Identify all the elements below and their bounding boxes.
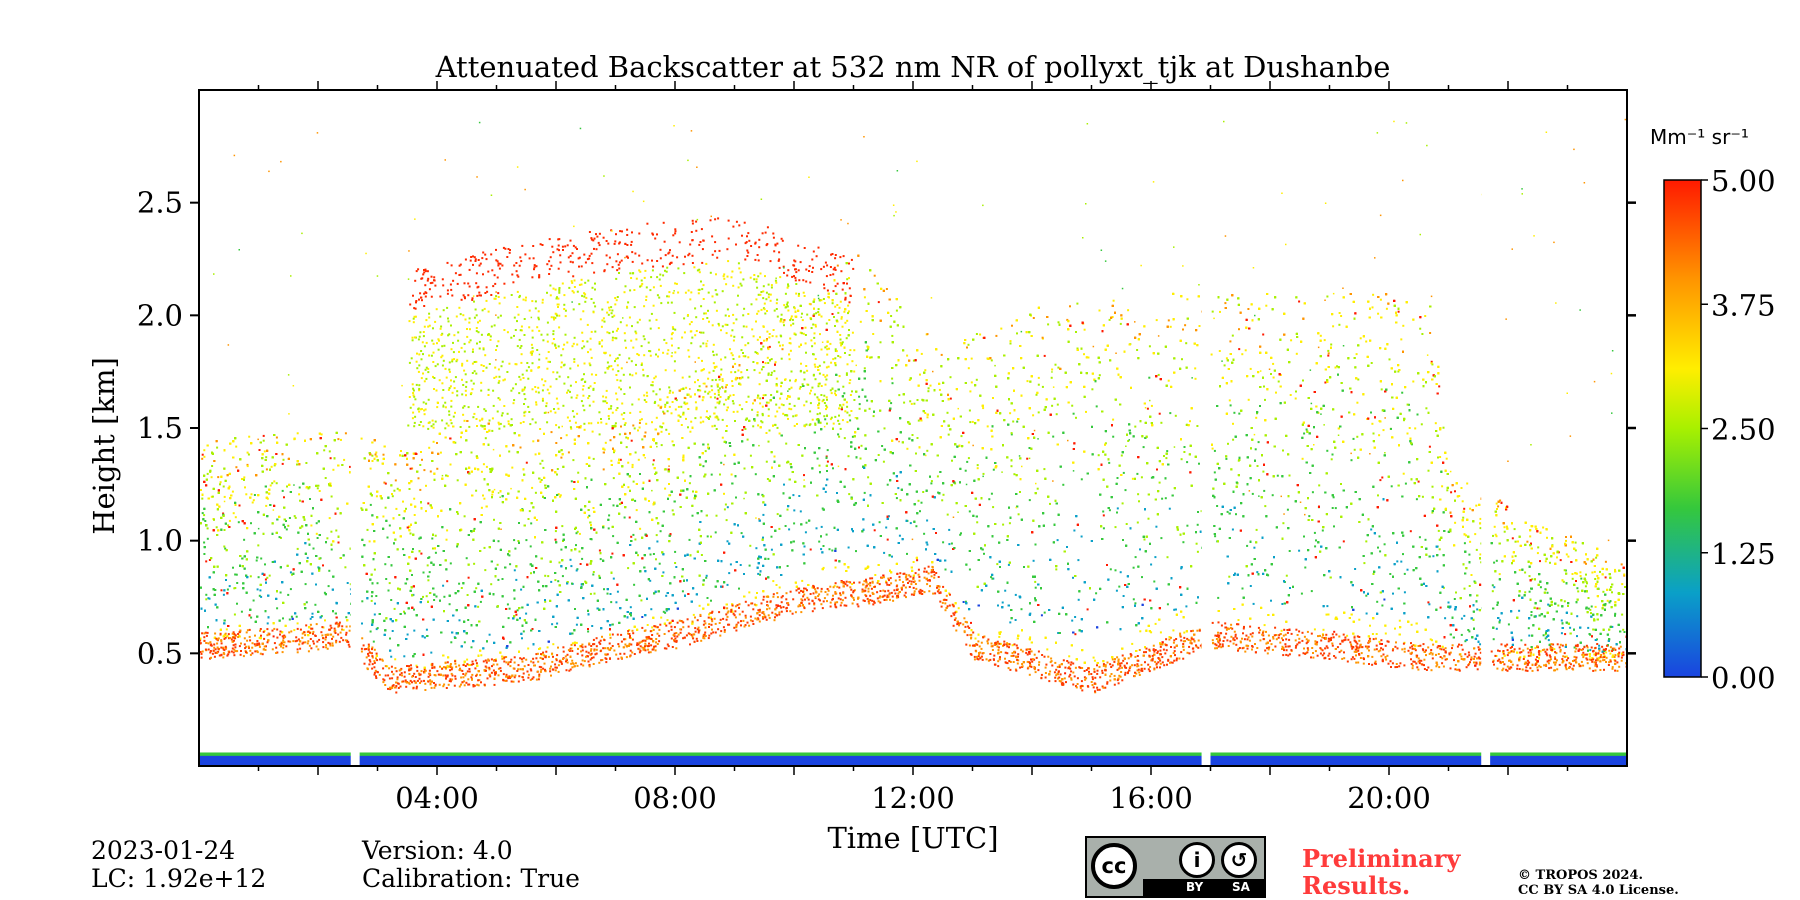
colorbar: Mm⁻¹ sr⁻¹ 0.00 1.25 2.50 3.75 5.00 <box>1650 125 1776 695</box>
x-tick-label: 08:00 <box>633 781 717 815</box>
colorbar-tick-label: 5.00 <box>1711 164 1776 198</box>
copyright-notice: © TROPOS 2024. CC BY SA 4.0 License. <box>1518 868 1679 898</box>
copyright-line: © TROPOS 2024. <box>1518 868 1644 883</box>
x-axis-ticks: 04:00 08:00 12:00 16:00 20:00 <box>257 81 1569 815</box>
y-axis-label: Height [km] <box>87 357 121 535</box>
colorbar-tick-label: 2.50 <box>1711 413 1776 447</box>
lidar-constant: LC: 1.92e+12 <box>91 864 267 893</box>
by-attribution-icon: i <box>1179 842 1215 878</box>
y-axis-ticks: 0.5 1.0 1.5 2.0 2.5 <box>137 186 1636 670</box>
y-tick-label: 0.5 <box>137 636 183 670</box>
x-axis-label: Time [UTC] <box>827 821 998 855</box>
license-line: CC BY SA 4.0 License. <box>1518 883 1679 898</box>
sa-sharealike-icon: ↺ <box>1221 842 1257 878</box>
colorbar-unit: Mm⁻¹ sr⁻¹ <box>1650 125 1749 149</box>
cc-license-badge: cc i ↺ BY SA <box>1085 836 1266 898</box>
data-gaps <box>350 91 1491 765</box>
data-gap <box>350 91 360 765</box>
license-strip: BY SA <box>1143 879 1264 896</box>
y-tick-label: 2.5 <box>137 186 183 220</box>
x-tick-label: 16:00 <box>1109 781 1193 815</box>
by-label: BY <box>1186 880 1204 894</box>
x-tick-label: 12:00 <box>871 781 955 815</box>
preliminary-results-note: Preliminary Results. <box>1302 844 1461 900</box>
chart-title: Attenuated Backscatter at 532 nm NR of p… <box>435 50 1391 85</box>
colorbar-tick-label: 3.75 <box>1711 288 1776 322</box>
x-tick-label: 04:00 <box>395 781 479 815</box>
processing-version: Version: 4.0 <box>362 836 513 865</box>
y-tick-label: 1.0 <box>137 524 183 558</box>
colorbar-tick-label: 0.00 <box>1711 661 1776 695</box>
plot-frame <box>198 89 1628 767</box>
backscatter-heatmap <box>199 118 1627 766</box>
y-tick-label: 1.5 <box>137 411 183 445</box>
colorbar-ticks: 0.00 1.25 2.50 3.75 5.00 <box>1701 164 1776 695</box>
colorbar-gradient <box>1663 179 1702 678</box>
colorbar-tick-label: 1.25 <box>1711 537 1776 571</box>
calibration-status: Calibration: True <box>362 864 580 893</box>
y-tick-label: 2.0 <box>137 298 183 332</box>
cc-logo-icon: cc <box>1091 843 1137 889</box>
measurement-date: 2023-01-24 <box>91 836 236 865</box>
data-gap <box>1201 91 1211 765</box>
data-gap <box>1481 91 1491 765</box>
x-tick-label: 20:00 <box>1347 781 1431 815</box>
sa-label: SA <box>1232 880 1250 894</box>
